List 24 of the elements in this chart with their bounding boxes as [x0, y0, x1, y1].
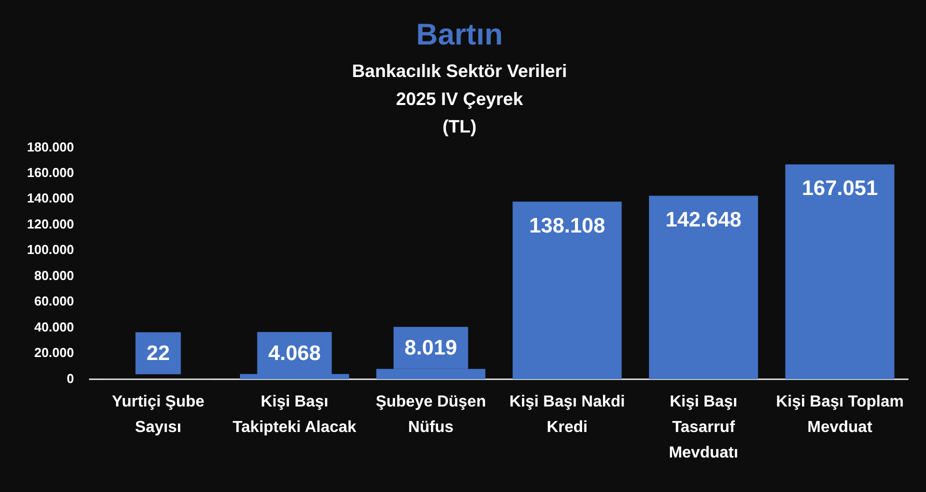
chart-subtitle: Bankacılık Sektör Verileri 2025 IV Çeyrek (TL)	[352, 60, 568, 137]
data-label: 138.108	[529, 214, 606, 238]
x-tick-label: Kişi Başı Tasarruf Mevduatı	[668, 393, 738, 462]
data-label: 4.068	[268, 342, 322, 365]
x-tick-label: Kişi Başı Nakdi Kredi	[509, 393, 625, 436]
data-label: 22	[146, 342, 170, 365]
x-tick-label: Şubeye Düşen Nüfus	[376, 393, 486, 436]
y-tick-label: 20.000	[34, 345, 74, 360]
chart-title: Bartın	[416, 18, 503, 52]
y-tick-label: 100.000	[26, 242, 74, 258]
x-tick-label: Yurtiçi Şube Sayısı	[112, 393, 204, 436]
y-tick-label: 120.000	[26, 216, 74, 232]
x-tick-label: Kişi Başı Takipteki Alacak	[232, 393, 356, 436]
y-tick-label: 180.000	[26, 139, 74, 154]
data-label: 167.051	[802, 177, 878, 200]
y-tick-label: 40.000	[34, 319, 74, 334]
y-tick-label: 160.000	[26, 165, 74, 180]
data-label: 8.019	[404, 336, 458, 360]
y-tick-label: 140.000	[26, 190, 74, 206]
y-tick-label: 0	[66, 370, 74, 386]
x-tick-label: Kişi Başı Toplam Mevduat	[776, 393, 904, 436]
y-tick-label: 60.000	[34, 294, 74, 309]
data-label: 142.648	[666, 208, 742, 232]
y-tick-label: 80.000	[34, 268, 74, 283]
